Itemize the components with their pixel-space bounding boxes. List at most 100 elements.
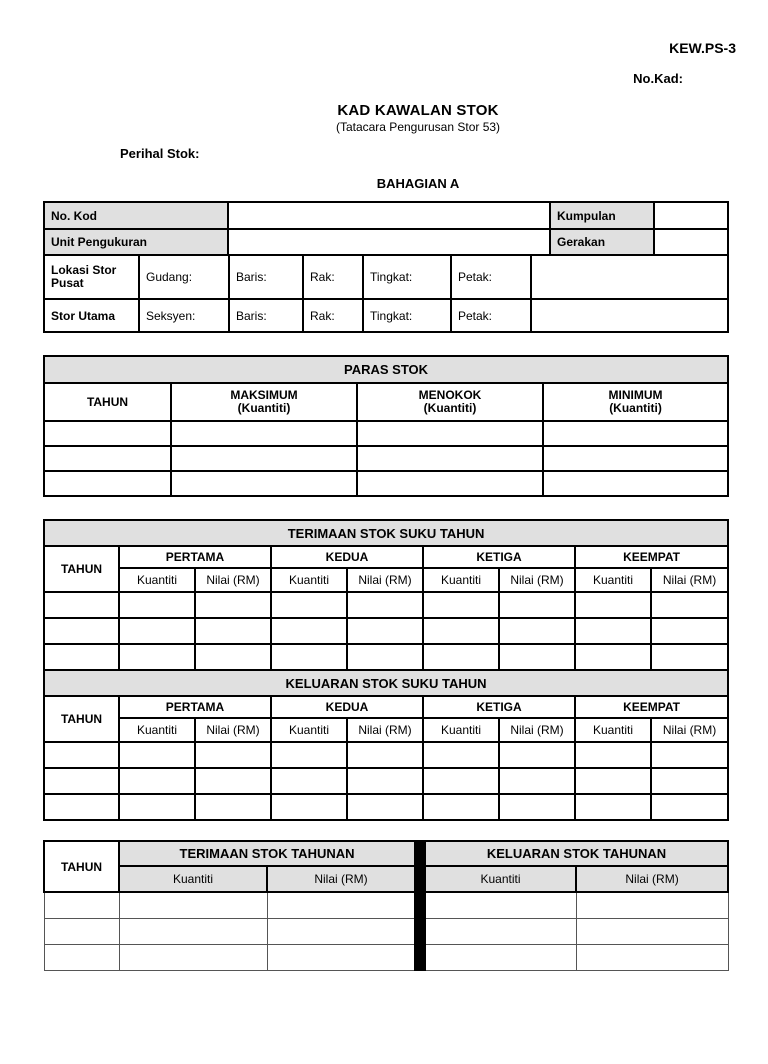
empty-cell [541,420,730,447]
perihal-stok-label: Perihal Stok: [120,146,200,161]
empty-cell [422,767,500,795]
table-row: Unit Pengukuran Gerakan [43,228,729,256]
table-row: No. Kod Kumpulan [43,201,729,230]
empty-cell [194,643,272,671]
empty-cell [424,891,577,919]
gudang-label: Gudang: [138,254,230,300]
column-name: MENOKOK [418,388,482,402]
kuantiti-header: Kuantiti [118,865,268,893]
empty-cell [346,767,424,795]
nilai-header: Nilai (RM) [346,717,424,743]
table-row [43,617,730,645]
table-row: Stor Utama Seksyen: Baris: Rak: Tingkat:… [43,298,729,333]
empty-cell [43,591,120,619]
nilai-header: Nilai (RM) [498,567,576,593]
empty-cell [422,591,500,619]
empty-cell [118,741,196,769]
empty-cell [118,643,196,671]
empty-cell [170,470,358,497]
empty-cell [574,793,652,821]
no-kod-label: No. Kod [43,201,229,230]
keluaran-suku-tahun-title: KELUARAN STOK SUKU TAHUN [42,669,730,697]
empty-cell [346,793,424,821]
empty-cell [574,617,652,645]
form-page: KEW.PS-3 No.Kad: KAD KAWALAN STOK (Tatac… [42,40,736,971]
empty-cell [270,767,348,795]
card-no-label: No.Kad: [633,71,683,86]
empty-cell [346,617,424,645]
kuantiti-header: Kuantiti [118,567,196,593]
empty-cell [266,917,416,945]
empty-cell [118,891,268,919]
empty-cell [266,891,416,919]
empty-cell [422,617,500,645]
nilai-header: Nilai (RM) [649,717,730,743]
empty-cell [194,793,272,821]
tahun-header: TAHUN [43,545,120,593]
table-row [43,591,730,619]
empty-cell [346,741,424,769]
quarter-header-kedua: KEDUA [270,695,424,719]
column-unit: (Kuantiti) [237,401,291,415]
empty-cell [194,591,272,619]
empty-cell [346,591,424,619]
table-row: TAHUN TERIMAAN STOK TAHUNAN KELUARAN STO… [43,840,730,971]
empty-cell [43,943,120,971]
table-row [43,891,729,919]
empty-cell [170,445,358,472]
empty-cell [270,591,348,619]
empty-cell [422,741,500,769]
form-title: KAD KAWALAN STOK [337,102,499,119]
table-row: Kuantiti Nilai (RM) Kuantiti Nilai (RM) … [44,567,730,593]
column-name: MAKSIMUM [230,388,298,402]
kumpulan-label: Kumpulan [549,201,655,230]
annual-table: TAHUN TERIMAAN STOK TAHUNAN KELUARAN STO… [43,840,730,971]
rak-label: Rak: [302,254,364,300]
gerakan-value [653,228,729,256]
maksimum-header: MAKSIMUM (Kuantiti) [170,382,358,422]
empty-cell [118,943,268,971]
gerakan-label: Gerakan [549,228,655,256]
unit-pengukuran-value [227,228,551,256]
table-row [43,793,730,821]
empty-cell [118,617,196,645]
kuantiti-header: Kuantiti [422,717,500,743]
empty-cell [43,445,172,472]
petak-label: Petak: [450,298,532,333]
empty-cell [194,767,272,795]
form-code: KEW.PS-3 [669,40,736,56]
kuantiti-header: Kuantiti [424,865,578,893]
quarter-header-ketiga: KETIGA [422,545,576,569]
table-row: Lokasi Stor Pusat Gudang: Baris: Rak: Ti… [43,254,729,300]
empty-cell [541,445,730,472]
tingkat-label: Tingkat: [362,254,452,300]
empty-cell [574,643,652,671]
table-row: PARAS STOK [42,355,730,384]
empty-cell [575,891,729,919]
keluaran-tahunan-title: KELUARAN STOK TAHUNAN [424,840,730,867]
kuantiti-header: Kuantiti [574,567,652,593]
empty-cell [43,643,120,671]
location-value [530,298,729,333]
empty-cell [649,617,730,645]
empty-cell [43,470,172,497]
empty-cell [498,617,576,645]
empty-cell [498,591,576,619]
menokok-header: MENOKOK (Kuantiti) [356,382,544,422]
empty-cell [118,917,268,945]
stor-utama-label: Stor Utama [43,298,140,333]
empty-cell [649,591,730,619]
table-row: TAHUN PERTAMA KEDUA KETIGA KEEMPAT [43,545,730,593]
empty-cell [574,591,652,619]
empty-cell [424,943,577,971]
form-title-block: KAD KAWALAN STOK (Tatacara Pengurusan St… [76,102,760,134]
empty-cell [43,741,120,769]
empty-cell [575,943,729,971]
empty-cell [266,943,416,971]
empty-cell [270,617,348,645]
lokasi-stor-pusat-label: Lokasi Stor Pusat [43,254,140,300]
table-row [43,943,729,971]
empty-cell [541,470,730,497]
baris-label: Baris: [228,254,304,300]
nilai-header: Nilai (RM) [346,567,424,593]
